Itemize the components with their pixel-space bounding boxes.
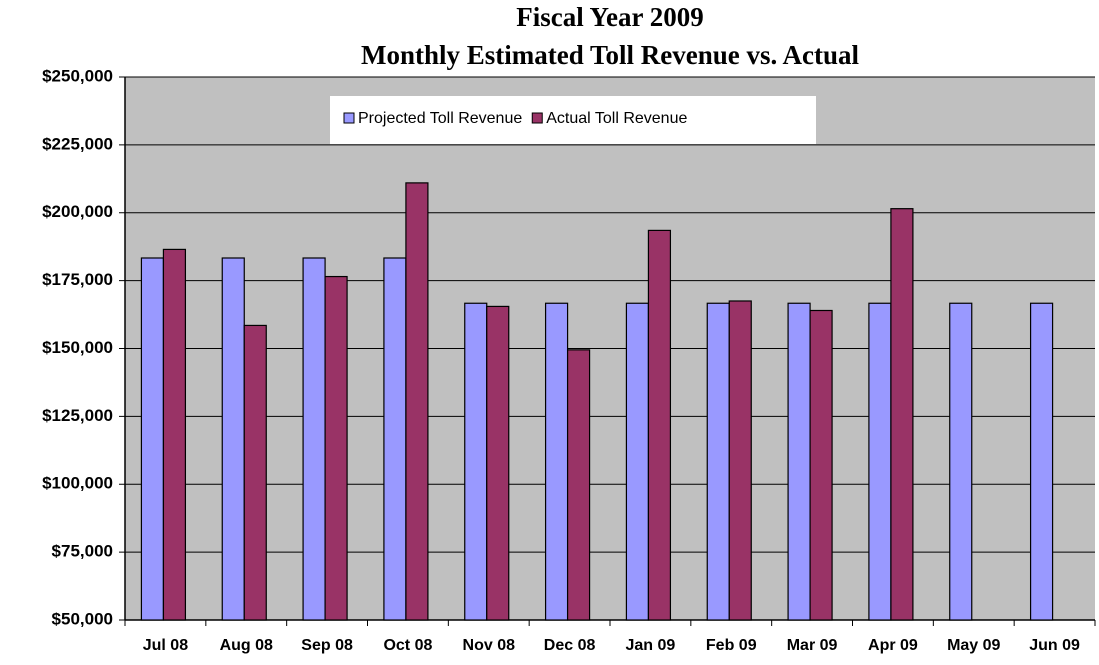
y-tick-label: $225,000 — [42, 134, 113, 153]
x-tick-label: May 09 — [947, 637, 1000, 654]
bar — [868, 302, 892, 621]
bar — [706, 302, 730, 621]
legend-swatch — [531, 112, 543, 124]
x-tick-label: Jan 09 — [626, 637, 676, 654]
bar — [890, 208, 914, 621]
bar — [647, 229, 672, 621]
chart-title: Monthly Estimated Toll Revenue vs. Actua… — [361, 40, 860, 70]
x-tick-label: Jun 09 — [1029, 637, 1080, 654]
bar — [1029, 302, 1054, 621]
y-tick-label: $200,000 — [42, 202, 113, 221]
bar — [949, 302, 973, 621]
bar — [544, 302, 569, 621]
bar — [140, 257, 165, 621]
legend-label: Projected Toll Revenue — [358, 110, 522, 127]
x-tick-label: Jul 08 — [143, 637, 188, 654]
bar — [383, 257, 407, 621]
legend-swatch — [343, 112, 355, 124]
bar — [243, 324, 267, 621]
y-tick-label: $75,000 — [52, 542, 113, 561]
bar — [162, 248, 187, 621]
legend-label: Actual Toll Revenue — [546, 110, 687, 127]
y-tick-label: $250,000 — [42, 66, 113, 85]
y-tick-label: $100,000 — [42, 474, 113, 493]
bar — [787, 302, 811, 621]
legend — [330, 96, 816, 144]
x-tick-label: Feb 09 — [706, 637, 757, 654]
x-tick-label: Aug 08 — [220, 637, 273, 654]
bar — [486, 305, 510, 621]
bar — [324, 275, 348, 621]
y-tick-label: $50,000 — [52, 609, 113, 628]
bar — [302, 257, 326, 621]
bar — [464, 302, 488, 621]
bar — [809, 309, 833, 621]
bar — [405, 182, 429, 621]
y-tick-label: $175,000 — [42, 270, 113, 289]
x-tick-label: Sep 08 — [301, 637, 353, 654]
x-tick-label: Nov 08 — [463, 637, 516, 654]
chart-title: Fiscal Year 2009 — [516, 2, 703, 32]
y-tick-label: $150,000 — [42, 338, 113, 357]
bar — [728, 300, 752, 621]
x-tick-label: Mar 09 — [787, 637, 838, 654]
bar — [625, 302, 650, 621]
bar — [221, 257, 245, 621]
x-tick-label: Oct 08 — [383, 637, 432, 654]
x-tick-label: Apr 09 — [868, 637, 918, 654]
bar — [566, 349, 591, 621]
y-tick-label: $125,000 — [42, 406, 113, 425]
x-tick-label: Dec 08 — [544, 637, 596, 654]
